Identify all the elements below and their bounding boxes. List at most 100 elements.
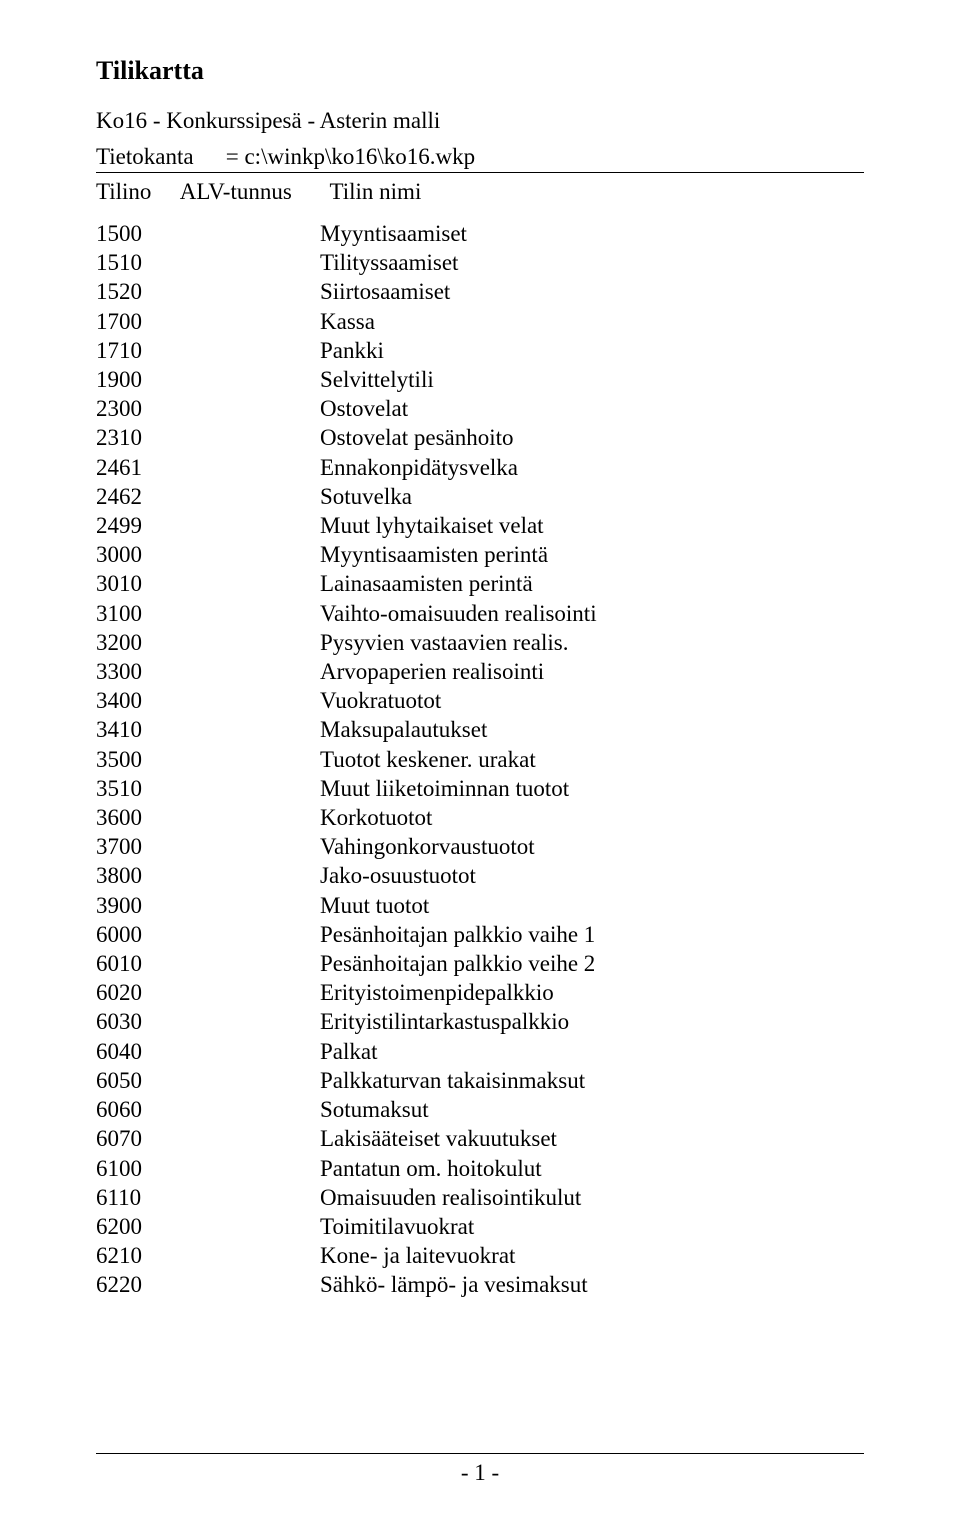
account-number: 6050 [96,1066,320,1095]
account-number: 3300 [96,657,320,686]
account-number: 3700 [96,832,320,861]
table-row: 6060Sotumaksut [96,1095,597,1124]
account-number: 2499 [96,511,320,540]
database-label: Tietokanta [96,144,220,170]
table-row: 6000Pesänhoitajan palkkio vaihe 1 [96,920,597,949]
table-row: 1710Pankki [96,336,597,365]
account-number: 3600 [96,803,320,832]
table-row: 3010Lainasaamisten perintä [96,569,597,598]
account-name: Pankki [320,336,597,365]
page-number: - 1 - [0,1460,960,1486]
account-number: 6100 [96,1154,320,1183]
account-name: Tuotot keskener. urakat [320,745,597,774]
table-row: 3510Muut liiketoiminnan tuotot [96,774,597,803]
table-row: 1700Kassa [96,307,597,336]
account-name: Pysyvien vastaavien realis. [320,628,597,657]
table-row: 2461Ennakonpidätysvelka [96,453,597,482]
account-number: 6030 [96,1007,320,1036]
table-row: 1520Siirtosaamiset [96,277,597,306]
table-row: 6070Lakisääteiset vakuutukset [96,1124,597,1153]
table-row: 3700Vahingonkorvaustuotot [96,832,597,861]
account-number: 3200 [96,628,320,657]
account-name: Vaihto-omaisuuden realisointi [320,599,597,628]
account-number: 6110 [96,1183,320,1212]
account-number: 3100 [96,599,320,628]
table-row: 3410Maksupalautukset [96,715,597,744]
account-number: 6200 [96,1212,320,1241]
table-row: 6110Omaisuuden realisointikulut [96,1183,597,1212]
account-name: Myyntisaamisten perintä [320,540,597,569]
col-header-alv: ALV-tunnus [180,179,324,205]
account-number: 6040 [96,1037,320,1066]
table-row: 6010Pesänhoitajan palkkio veihe 2 [96,949,597,978]
table-row: 6020Erityistoimenpidepalkkio [96,978,597,1007]
database-line: Tietokanta = c:\winkp\ko16\ko16.wkp [96,144,864,170]
account-number: 2310 [96,423,320,452]
account-name: Ennakonpidätysvelka [320,453,597,482]
table-row: 6040Palkat [96,1037,597,1066]
account-number: 6060 [96,1095,320,1124]
account-name: Pesänhoitajan palkkio vaihe 1 [320,920,597,949]
account-name: Ostovelat [320,394,597,423]
table-row: 3500Tuotot keskener. urakat [96,745,597,774]
column-headers: Tilino ALV-tunnus Tilin nimi [96,179,864,205]
account-name: Vahingonkorvaustuotot [320,832,597,861]
table-row: 1510Tilityssaamiset [96,248,597,277]
account-number: 6010 [96,949,320,978]
account-name: Erityistilintarkastuspalkkio [320,1007,597,1036]
account-name: Kone- ja laitevuokrat [320,1241,597,1270]
account-number: 1500 [96,219,320,248]
account-number: 3500 [96,745,320,774]
account-number: 1520 [96,277,320,306]
account-name: Muut lyhytaikaiset velat [320,511,597,540]
table-row: 3100Vaihto-omaisuuden realisointi [96,599,597,628]
account-number: 1510 [96,248,320,277]
account-number: 6220 [96,1270,320,1299]
account-number: 3400 [96,686,320,715]
header-rule [96,172,864,173]
table-row: 3800Jako-osuustuotot [96,861,597,890]
account-name: Lainasaamisten perintä [320,569,597,598]
account-number: 1710 [96,336,320,365]
account-number: 3900 [96,891,320,920]
account-name: Pesänhoitajan palkkio veihe 2 [320,949,597,978]
account-name: Erityistoimenpidepalkkio [320,978,597,1007]
account-number: 2300 [96,394,320,423]
account-name: Ostovelat pesänhoito [320,423,597,452]
table-row: 6100Pantatun om. hoitokulut [96,1154,597,1183]
account-name: Muut tuotot [320,891,597,920]
doc-subtitle: Ko16 - Konkurssipesä - Asterin malli [96,108,864,134]
account-name: Selvittelytili [320,365,597,394]
account-name: Maksupalautukset [320,715,597,744]
account-name: Pantatun om. hoitokulut [320,1154,597,1183]
account-name: Palkkaturvan takaisinmaksut [320,1066,597,1095]
table-row: 6050Palkkaturvan takaisinmaksut [96,1066,597,1095]
account-name: Sotuvelka [320,482,597,511]
table-row: 2300Ostovelat [96,394,597,423]
account-name: Kassa [320,307,597,336]
account-name: Korkotuotot [320,803,597,832]
account-name: Tilityssaamiset [320,248,597,277]
table-row: 6210Kone- ja laitevuokrat [96,1241,597,1270]
table-row: 2499Muut lyhytaikaiset velat [96,511,597,540]
account-number: 1900 [96,365,320,394]
accounts-table: 1500Myyntisaamiset1510Tilityssaamiset152… [96,219,597,1300]
account-number: 6020 [96,978,320,1007]
doc-title: Tilikartta [96,56,864,86]
account-name: Sähkö- lämpö- ja vesimaksut [320,1270,597,1299]
account-number: 6210 [96,1241,320,1270]
account-name: Vuokratuotot [320,686,597,715]
account-name: Muut liiketoiminnan tuotot [320,774,597,803]
account-name: Siirtosaamiset [320,277,597,306]
account-number: 1700 [96,307,320,336]
account-name: Omaisuuden realisointikulut [320,1183,597,1212]
account-number: 3410 [96,715,320,744]
table-row: 6030Erityistilintarkastuspalkkio [96,1007,597,1036]
account-number: 2462 [96,482,320,511]
account-number: 3000 [96,540,320,569]
account-number: 3510 [96,774,320,803]
account-number: 3010 [96,569,320,598]
account-number: 3800 [96,861,320,890]
document-page: Tilikartta Ko16 - Konkurssipesä - Asteri… [0,0,960,1518]
account-number: 2461 [96,453,320,482]
